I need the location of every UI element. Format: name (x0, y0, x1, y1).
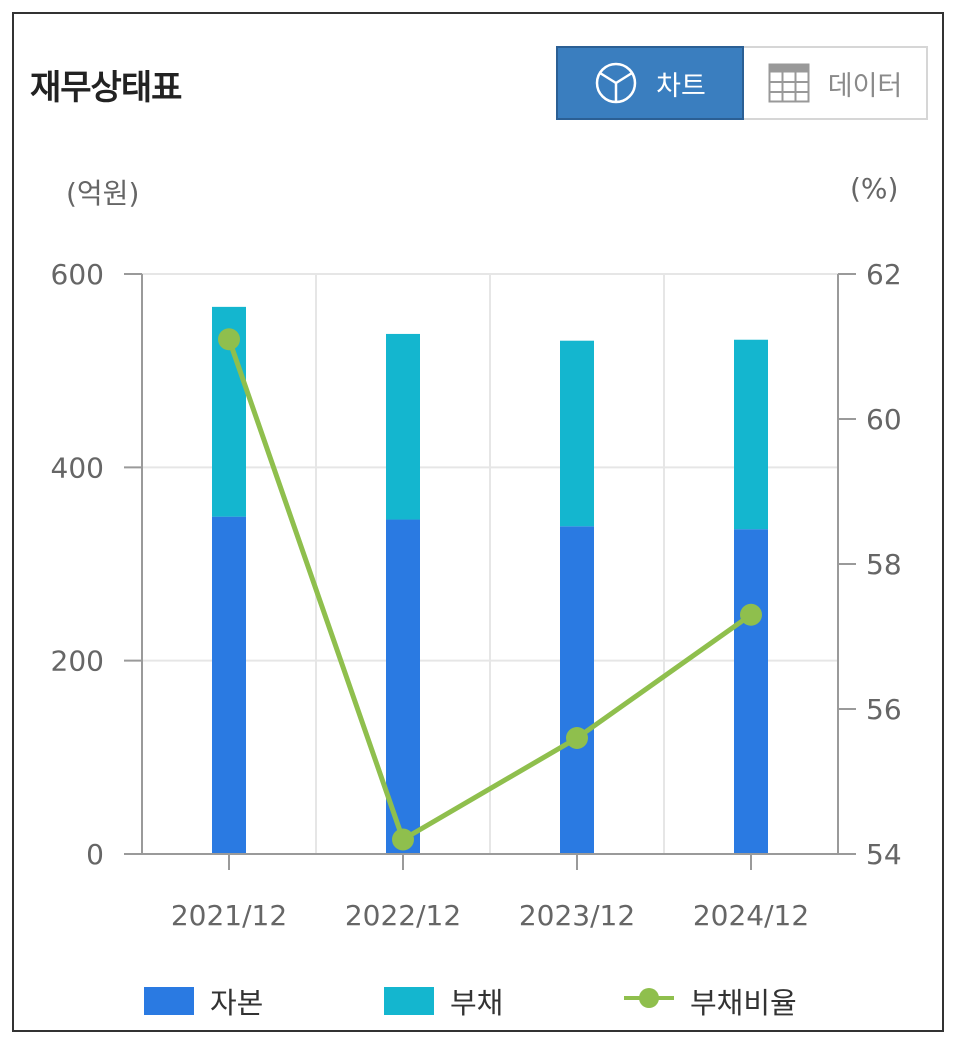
right-axis-tick-label: 56 (866, 693, 902, 726)
bar-liability (560, 340, 594, 527)
left-axis-tick-label: 600 (51, 258, 104, 291)
legend-swatch-equity (144, 987, 194, 1015)
left-axis-unit: (억원) (66, 177, 140, 210)
bar-liability (734, 339, 768, 530)
page-title: 재무상태표 (30, 68, 182, 108)
legend-label-liability: 부채 (450, 986, 504, 1020)
legend-swatch-ratio (624, 984, 674, 1019)
chart-view-label: 차트 (656, 70, 706, 102)
right-axis-tick-label: 62 (866, 258, 902, 291)
right-axis-tick-label: 60 (866, 403, 902, 436)
x-axis-tick-label: 2023/12 (519, 899, 635, 932)
legend-item-liability[interactable]: 부채 (384, 980, 503, 1022)
bar-equity (386, 519, 420, 854)
x-axis-tick-label: 2022/12 (345, 899, 461, 932)
chart-legend: 자본 부채 부채비율 (0, 980, 960, 1020)
data-view-button[interactable]: 데이터 (744, 46, 928, 120)
legend-item-equity[interactable]: 자본 (144, 980, 263, 1022)
balance-sheet-chart: 0 200 400 600 54 56 58 60 62 2021/12 2022/12 2023/1… (51, 258, 902, 932)
ratio-line (226, 338, 753, 842)
legend-label-ratio: 부채비율 (690, 986, 797, 1020)
bar-liability (386, 333, 420, 520)
ratio-point (392, 828, 414, 851)
right-axis-unit: (%) (850, 172, 899, 205)
left-axis-tick-label: 400 (51, 451, 104, 484)
legend-label-equity: 자본 (210, 986, 264, 1020)
pie-chart-icon (594, 61, 638, 105)
ratio-point (218, 328, 240, 351)
x-axis-tick-label: 2021/12 (171, 899, 287, 932)
legend-item-ratio[interactable]: 부채비율 (624, 980, 797, 1022)
left-axis-tick-label: 0 (86, 838, 104, 871)
left-axis-tick-label: 200 (51, 645, 104, 678)
data-view-label: 데이터 (827, 70, 903, 102)
chart-card (12, 12, 944, 1032)
chart-view-button[interactable]: 차트 (556, 46, 744, 120)
ratio-point (740, 603, 762, 626)
legend-swatch-liability (384, 987, 434, 1015)
x-axis-tick-label: 2024/12 (693, 899, 809, 932)
right-axis-tick-label: 54 (866, 838, 902, 871)
bar-equity (734, 529, 768, 854)
bar-equity (212, 516, 246, 854)
right-axis-tick-label: 58 (866, 548, 902, 581)
ratio-point (566, 727, 588, 749)
bar-equity (560, 526, 594, 854)
view-toggle: 차트 데이터 (556, 46, 928, 120)
table-icon (768, 63, 810, 103)
